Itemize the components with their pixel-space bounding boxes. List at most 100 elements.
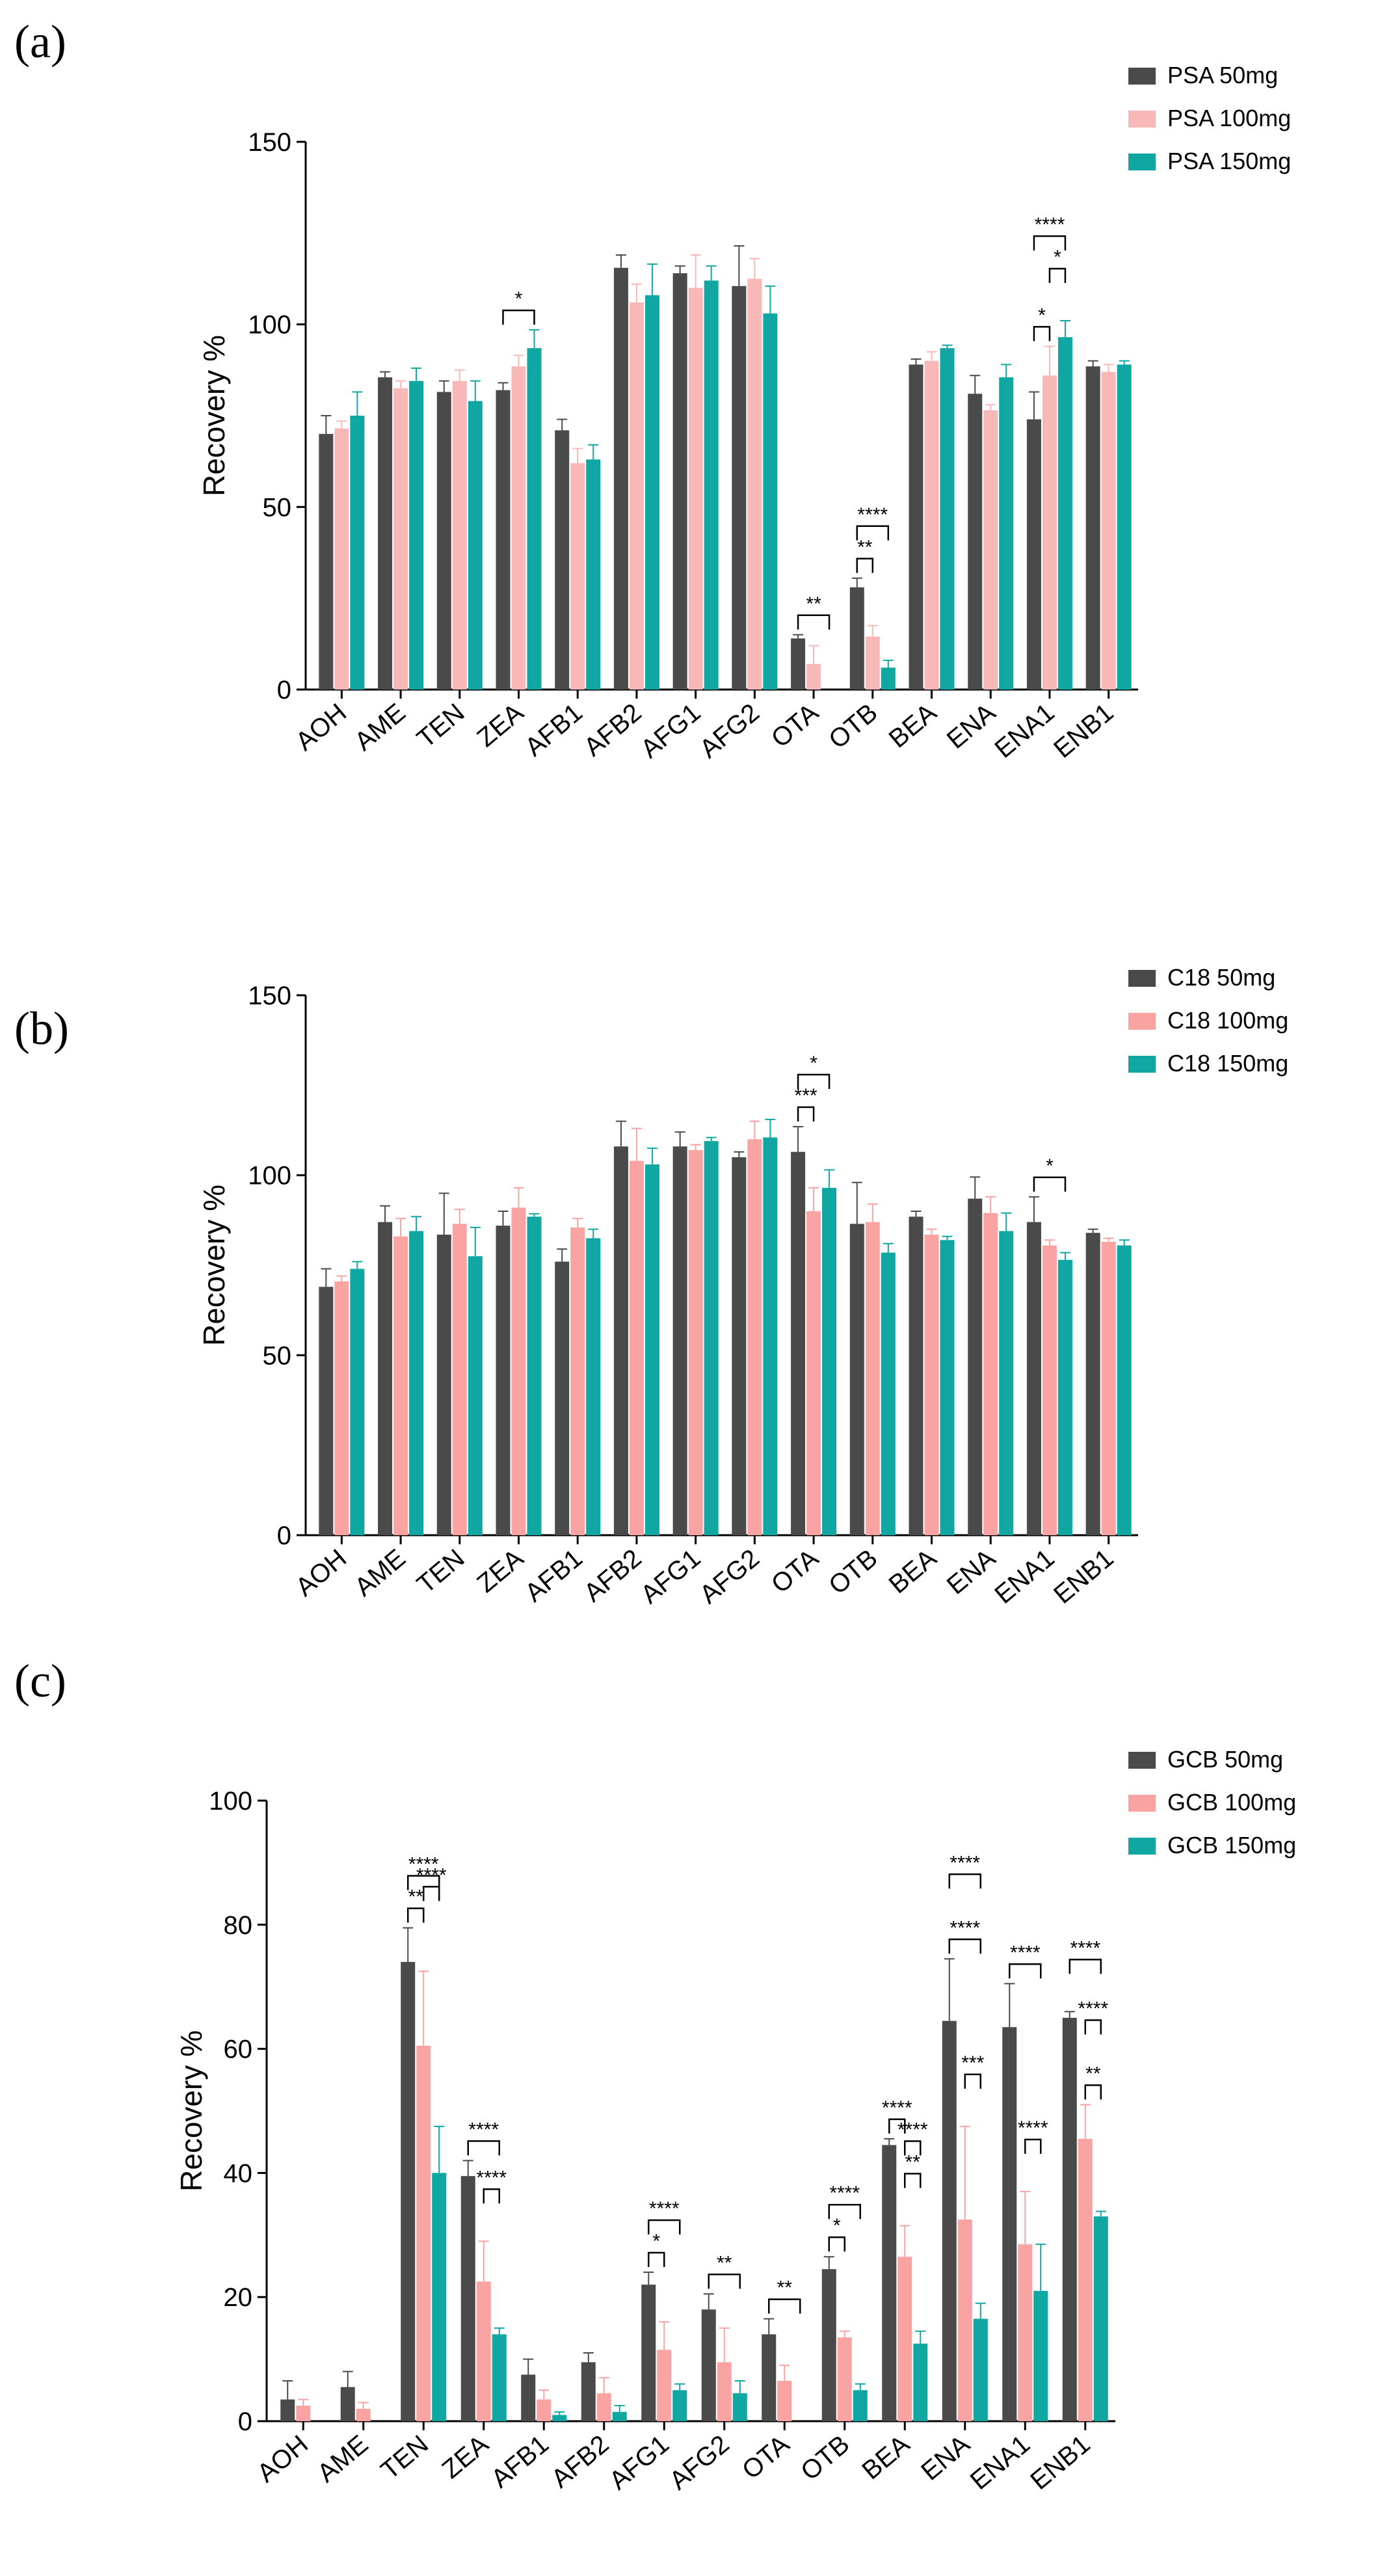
- x-tick-label: ENA1: [989, 698, 1059, 764]
- bar: [849, 587, 864, 690]
- bar: [791, 1151, 806, 1535]
- significance-bracket: [1084, 2084, 1102, 2100]
- bar: [704, 1141, 719, 1535]
- x-tick-label: AFB1: [486, 2430, 554, 2493]
- bar: [319, 1287, 334, 1535]
- bar: [280, 2399, 295, 2421]
- bar: [942, 2020, 957, 2421]
- y-tick-label: 100: [248, 311, 291, 340]
- significance-bracket: [904, 2173, 922, 2188]
- significance-bracket: [797, 1106, 815, 1121]
- panel-label: (b): [14, 1002, 69, 1054]
- bar: [882, 2145, 897, 2421]
- x-tick-label: OTB: [823, 698, 883, 755]
- x-tick-label: ENB1: [1025, 2430, 1095, 2495]
- bar: [555, 430, 570, 690]
- significance-bracket: [708, 2274, 741, 2289]
- bar: [913, 2343, 928, 2421]
- bar: [613, 267, 628, 690]
- bar: [511, 366, 526, 690]
- x-tick-label: TEN: [412, 698, 470, 753]
- x-tick-label: AFB2: [579, 1544, 647, 1607]
- significance-bracket: [502, 309, 535, 325]
- x-tick-label: ZEA: [472, 1544, 529, 1598]
- significance-label: **: [806, 593, 821, 615]
- x-tick-label: OTA: [766, 1544, 824, 1599]
- x-tick-label: BEA: [857, 2430, 915, 2485]
- bar: [940, 1240, 955, 1535]
- significance-label: ****: [1018, 2117, 1048, 2139]
- significance-label: ****: [950, 1917, 980, 1939]
- x-tick-label: ENB1: [1048, 1544, 1119, 1609]
- significance-bracket: [483, 2188, 500, 2204]
- x-tick-label: ENA: [916, 2430, 976, 2486]
- bar: [613, 1146, 628, 1535]
- bar: [537, 2399, 551, 2421]
- significance-label: ****: [1070, 1937, 1100, 1959]
- legend-swatch: [1128, 1752, 1156, 1769]
- bar: [452, 381, 467, 690]
- significance-bracket: [797, 1073, 831, 1089]
- bar: [968, 394, 983, 690]
- legend-swatch: [1128, 1013, 1156, 1030]
- bar: [1042, 375, 1057, 690]
- bar: [1033, 2290, 1048, 2421]
- significance-label: ****: [416, 1864, 447, 1886]
- significance-label: **: [777, 2277, 793, 2299]
- x-tick-label: BEA: [884, 698, 942, 753]
- legend-swatch: [1128, 1056, 1156, 1073]
- significance-label: ****: [950, 1852, 980, 1873]
- bar: [1057, 1259, 1072, 1535]
- significance-label: *: [1046, 1155, 1054, 1177]
- bar: [552, 2415, 567, 2421]
- bar: [468, 1256, 483, 1535]
- bar: [909, 1216, 924, 1535]
- y-tick-label: 0: [277, 676, 291, 704]
- significance-label: ****: [408, 1854, 439, 1875]
- bar: [865, 636, 880, 690]
- significance-bracket: [888, 2118, 906, 2134]
- bar: [1078, 2138, 1093, 2421]
- significance-bracket: [648, 2219, 681, 2235]
- legend-swatch: [1128, 1838, 1156, 1855]
- bar: [747, 1139, 762, 1535]
- bar: [452, 1224, 467, 1535]
- bar: [806, 664, 821, 690]
- bar: [791, 638, 806, 690]
- significance-label: **: [717, 2252, 732, 2274]
- significance-bracket: [1033, 1176, 1067, 1192]
- bar: [393, 388, 408, 690]
- significance-bracket: [407, 1907, 425, 1923]
- y-axis-title: Recovery %: [197, 335, 231, 496]
- significance-label: *: [515, 288, 523, 310]
- bar: [570, 1227, 585, 1535]
- bar: [586, 459, 601, 690]
- bar: [747, 278, 762, 690]
- y-tick-label: 150: [248, 982, 291, 1010]
- panel-label: (c): [14, 1655, 66, 1707]
- bar: [596, 2393, 611, 2421]
- bar: [511, 1207, 526, 1535]
- significance-bracket: [423, 1886, 440, 1901]
- significance-bracket: [856, 525, 890, 541]
- significance-label: **: [408, 1886, 424, 1908]
- bar: [356, 2408, 371, 2421]
- bar: [460, 2176, 475, 2421]
- bar: [909, 364, 924, 690]
- bar: [393, 1236, 408, 1535]
- bar: [350, 416, 365, 690]
- bar: [334, 428, 349, 690]
- bar: [521, 2374, 536, 2421]
- significance-bracket: [407, 1875, 440, 1890]
- legend-label: C18 50mg: [1167, 964, 1275, 991]
- significance-bracket: [856, 557, 874, 573]
- bar: [1093, 2216, 1108, 2421]
- bar: [492, 2334, 507, 2421]
- bar: [432, 2173, 447, 2421]
- bar: [436, 1234, 451, 1535]
- x-tick-label: AFG1: [635, 1544, 706, 1609]
- bar: [629, 302, 644, 690]
- legend-swatch: [1128, 1795, 1156, 1812]
